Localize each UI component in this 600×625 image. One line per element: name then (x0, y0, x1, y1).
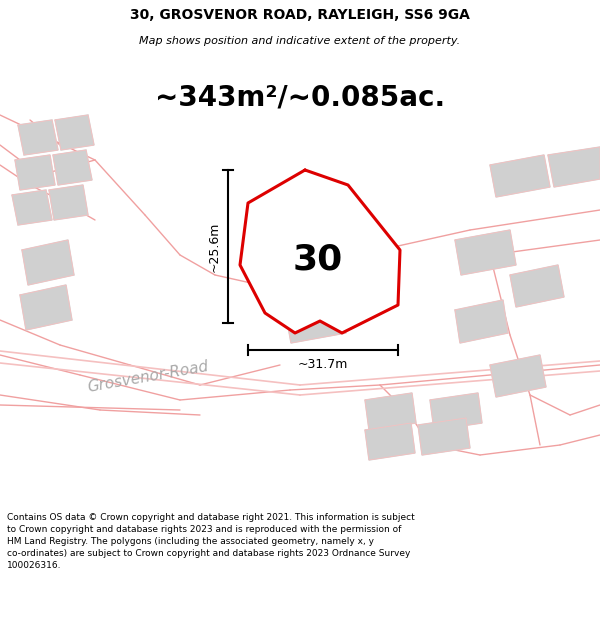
Polygon shape (240, 170, 400, 333)
Polygon shape (55, 115, 94, 150)
Text: Contains OS data © Crown copyright and database right 2021. This information is : Contains OS data © Crown copyright and d… (7, 514, 415, 569)
Polygon shape (490, 155, 550, 197)
Polygon shape (12, 190, 52, 225)
Polygon shape (365, 393, 416, 430)
Polygon shape (490, 355, 546, 397)
Polygon shape (510, 265, 564, 307)
Polygon shape (548, 147, 600, 187)
Text: 30, GROSVENOR ROAD, RAYLEIGH, SS6 9GA: 30, GROSVENOR ROAD, RAYLEIGH, SS6 9GA (130, 8, 470, 22)
Polygon shape (365, 423, 415, 460)
Polygon shape (22, 240, 74, 285)
Polygon shape (20, 285, 72, 330)
Polygon shape (430, 393, 482, 430)
Polygon shape (285, 300, 346, 343)
Polygon shape (18, 120, 58, 155)
Text: ~31.7m: ~31.7m (298, 357, 348, 371)
Text: Map shows position and indicative extent of the property.: Map shows position and indicative extent… (139, 36, 461, 46)
Polygon shape (455, 230, 516, 275)
Text: 30: 30 (293, 243, 343, 277)
Polygon shape (15, 155, 55, 190)
Text: ~25.6m: ~25.6m (208, 221, 221, 272)
Text: ~343m²/~0.085ac.: ~343m²/~0.085ac. (155, 83, 445, 111)
Polygon shape (418, 418, 470, 455)
Polygon shape (49, 185, 88, 220)
Polygon shape (53, 150, 92, 185)
Text: Grosvenor-Road: Grosvenor-Road (86, 359, 210, 395)
Polygon shape (455, 300, 508, 343)
